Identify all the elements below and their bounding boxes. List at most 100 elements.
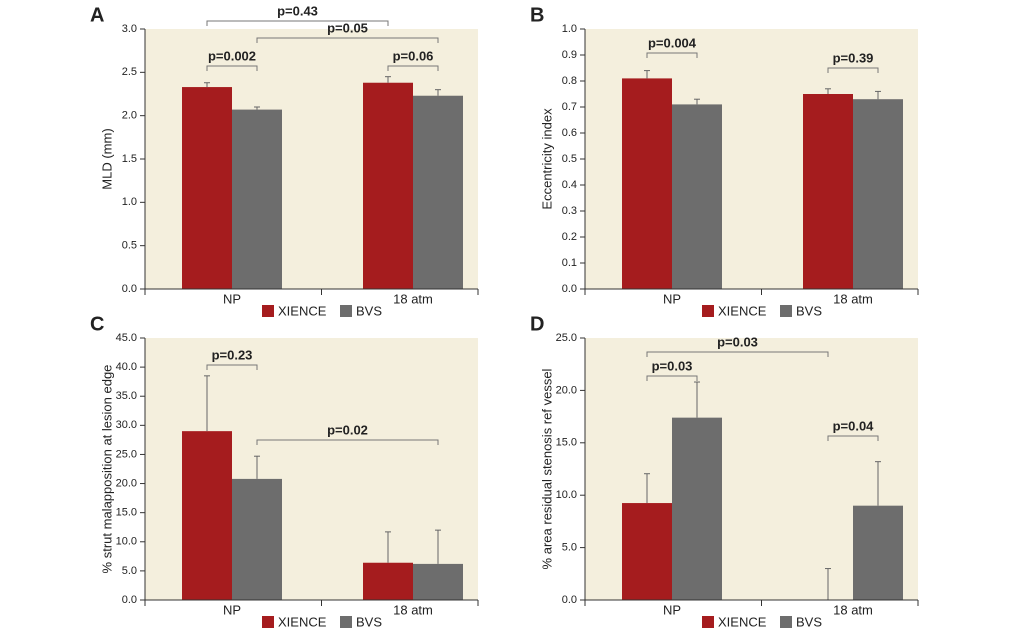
p-value: p=0.04: [833, 418, 875, 433]
bar: [232, 478, 282, 600]
legend-label: XIENCE: [278, 303, 327, 318]
significance-bracket: [387, 65, 439, 71]
bar: [672, 417, 722, 600]
y-tick-label: 40.0: [116, 361, 137, 373]
y-tick-label: 0.9: [562, 49, 577, 61]
significance-bracket: [827, 435, 879, 441]
legend-swatch: [780, 616, 792, 628]
y-tick-label: 0.8: [562, 75, 577, 87]
bar: [232, 109, 282, 289]
legend-label: BVS: [796, 614, 822, 629]
bar: [622, 78, 672, 290]
bar: [182, 87, 232, 289]
y-tick-label: 3.0: [122, 23, 137, 35]
y-axis-title: % strut malapposition at lesion edge: [99, 365, 114, 574]
y-axis-title: MLD (mm): [99, 128, 114, 189]
significance-bracket: [646, 375, 698, 381]
y-tick-label: 0.6: [562, 127, 577, 139]
y-tick-label: 15.0: [556, 437, 577, 449]
significance-bracket: [827, 67, 879, 73]
y-tick-label: 10.0: [116, 536, 137, 548]
bar: [672, 104, 722, 290]
p-value: p=0.39: [833, 50, 874, 65]
y-tick-label: 25.0: [556, 332, 577, 344]
y-axis-title: Eccentricity index: [539, 108, 554, 210]
y-tick-label: 20.0: [556, 384, 577, 396]
x-tick-label: 18 atm: [393, 602, 433, 617]
significance-bracket: [256, 439, 439, 445]
y-tick-label: 35.0: [116, 390, 137, 402]
legend-label: XIENCE: [278, 614, 327, 629]
y-tick-label: 25.0: [116, 448, 137, 460]
p-value: p=0.002: [208, 48, 256, 63]
y-tick-label: 1.0: [562, 23, 577, 35]
panel-letter: D: [530, 313, 544, 335]
y-tick-label: 45.0: [116, 332, 137, 344]
legend-swatch: [702, 305, 714, 317]
legend-label: BVS: [796, 303, 822, 318]
y-tick-label: 5.0: [122, 565, 137, 577]
bar: [363, 82, 413, 289]
y-axis-title: % area residual stenosis ref vessel: [539, 368, 554, 569]
p-value: p=0.03: [652, 358, 693, 373]
bar: [413, 95, 463, 289]
legend-swatch: [262, 305, 274, 317]
significance-bracket: [206, 65, 258, 71]
y-tick-label: 20.0: [116, 477, 137, 489]
panel-letter: B: [530, 4, 544, 26]
bar: [182, 431, 232, 600]
y-tick-label: 1.5: [122, 153, 137, 165]
x-tick-label: 18 atm: [393, 291, 433, 306]
y-tick-label: 15.0: [116, 507, 137, 519]
y-tick-label: 1.0: [122, 196, 137, 208]
y-tick-label: 0.2: [562, 231, 577, 243]
bar: [853, 505, 903, 600]
p-value: p=0.03: [717, 334, 758, 349]
y-tick-label: 2.5: [122, 66, 137, 78]
panel-letter: A: [90, 4, 104, 26]
legend-label: BVS: [356, 303, 382, 318]
x-tick-label: NP: [223, 291, 241, 306]
legend-swatch: [340, 616, 352, 628]
x-tick-label: NP: [663, 291, 681, 306]
significance-bracket: [206, 364, 258, 370]
y-tick-label: 30.0: [116, 419, 137, 431]
p-value: p=0.06: [393, 48, 434, 63]
legend-label: BVS: [356, 614, 382, 629]
x-tick-label: 18 atm: [833, 291, 873, 306]
y-tick-label: 10.0: [556, 489, 577, 501]
y-tick-label: 0.5: [122, 240, 137, 252]
bar: [363, 562, 413, 600]
p-value: p=0.02: [327, 422, 368, 437]
y-tick-label: 0.0: [122, 283, 137, 295]
bar: [853, 99, 903, 289]
y-tick-label: 0.0: [122, 594, 137, 606]
p-value: p=0.23: [212, 347, 253, 362]
y-tick-label: 0.4: [562, 179, 577, 191]
significance-bracket: [206, 20, 389, 26]
significance-bracket: [256, 37, 439, 43]
bar: [413, 563, 463, 600]
legend-swatch: [262, 616, 274, 628]
y-tick-label: 5.0: [562, 542, 577, 554]
y-tick-label: 0.1: [562, 257, 577, 269]
x-tick-label: NP: [223, 602, 241, 617]
y-tick-label: 0.7: [562, 101, 577, 113]
p-value: p=0.004: [648, 35, 697, 50]
y-tick-label: 0.5: [562, 153, 577, 165]
y-tick-label: 0.0: [562, 594, 577, 606]
p-value: p=0.43: [277, 3, 318, 18]
y-tick-label: 2.0: [122, 110, 137, 122]
bar: [622, 503, 672, 600]
bar: [803, 94, 853, 289]
significance-bracket: [646, 52, 698, 58]
panel-letter: C: [90, 313, 104, 335]
legend-swatch: [340, 305, 352, 317]
x-tick-label: NP: [663, 602, 681, 617]
legend-label: XIENCE: [718, 614, 767, 629]
y-tick-label: 0.3: [562, 205, 577, 217]
p-value: p=0.05: [327, 20, 368, 35]
y-tick-label: 0.0: [562, 283, 577, 295]
legend-swatch: [702, 616, 714, 628]
